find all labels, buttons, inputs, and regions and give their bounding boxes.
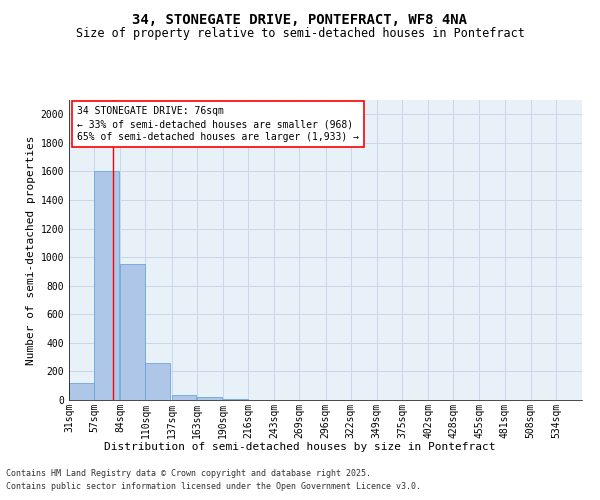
Y-axis label: Number of semi-detached properties: Number of semi-detached properties — [26, 135, 37, 365]
Text: Distribution of semi-detached houses by size in Pontefract: Distribution of semi-detached houses by … — [104, 442, 496, 452]
Bar — [197, 397, 221, 400]
Bar — [172, 395, 196, 400]
Bar — [145, 363, 170, 400]
Bar — [120, 264, 145, 400]
Text: 34 STONEGATE DRIVE: 76sqm
← 33% of semi-detached houses are smaller (968)
65% of: 34 STONEGATE DRIVE: 76sqm ← 33% of semi-… — [77, 106, 359, 142]
Text: Contains HM Land Registry data © Crown copyright and database right 2025.: Contains HM Land Registry data © Crown c… — [6, 468, 371, 477]
Text: Contains public sector information licensed under the Open Government Licence v3: Contains public sector information licen… — [6, 482, 421, 491]
Bar — [94, 172, 119, 400]
Bar — [69, 383, 94, 400]
Bar — [223, 398, 248, 400]
Text: Size of property relative to semi-detached houses in Pontefract: Size of property relative to semi-detach… — [76, 28, 524, 40]
Text: 34, STONEGATE DRIVE, PONTEFRACT, WF8 4NA: 34, STONEGATE DRIVE, PONTEFRACT, WF8 4NA — [133, 12, 467, 26]
